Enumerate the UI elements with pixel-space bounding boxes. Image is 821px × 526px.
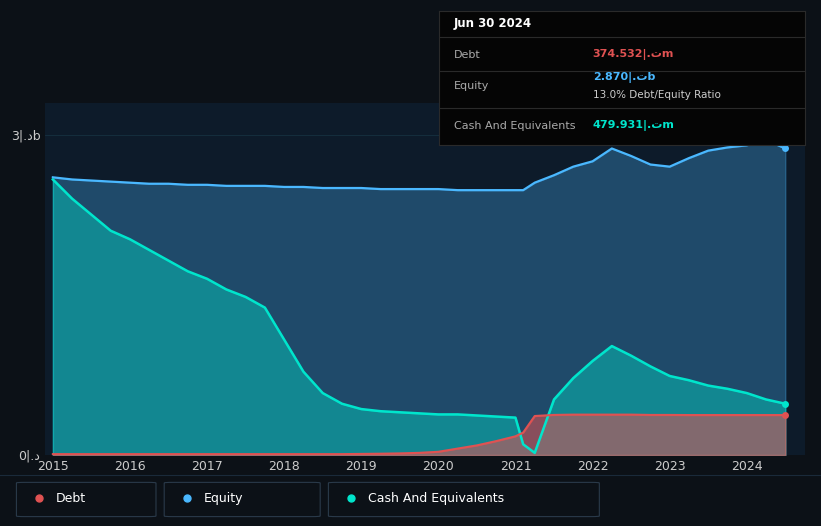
Text: 13.0% Debt/Equity Ratio: 13.0% Debt/Equity Ratio — [593, 90, 721, 100]
Text: Jun 30 2024: Jun 30 2024 — [454, 17, 532, 30]
Text: Debt: Debt — [56, 492, 86, 505]
Text: 374.532|.تm: 374.532|.تm — [593, 49, 674, 60]
Text: Cash And Equivalents: Cash And Equivalents — [454, 121, 576, 131]
Text: Debt: Debt — [454, 50, 480, 60]
Text: Equity: Equity — [454, 80, 489, 90]
Text: Equity: Equity — [204, 492, 243, 505]
Text: 2.870|.تb: 2.870|.تb — [593, 72, 655, 83]
Text: Cash And Equivalents: Cash And Equivalents — [368, 492, 504, 505]
Text: 479.931|.تm: 479.931|.تm — [593, 120, 675, 132]
